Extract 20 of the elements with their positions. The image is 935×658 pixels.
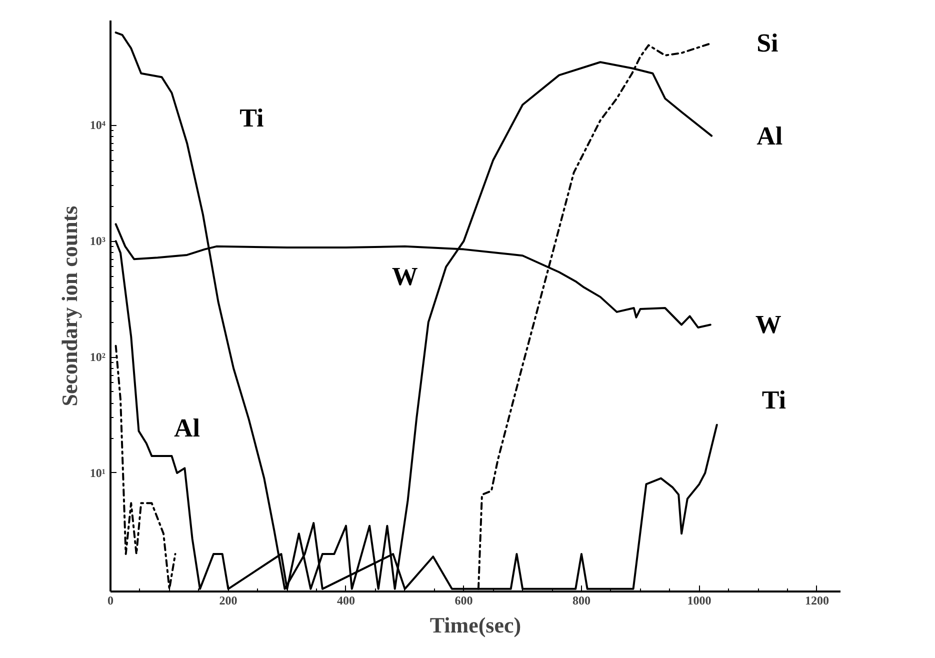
y-tick-label: 10³ (90, 234, 106, 248)
text: Ti (240, 103, 264, 132)
y-tick-label: 10⁴ (90, 118, 106, 132)
x-tick-label: 1000 (687, 594, 712, 608)
x-tick-label: 1200 (804, 594, 829, 608)
x-tick-label: 800 (572, 594, 590, 608)
x-tick-label: 400 (336, 594, 355, 608)
y-tick-label: 10² (90, 350, 106, 364)
x-axis-title: Time(sec) (430, 612, 522, 638)
text: W (755, 310, 782, 340)
y-axis-title: Secondary ion counts (56, 205, 82, 406)
text: Al (756, 121, 783, 150)
x-tick-label: 600 (454, 594, 473, 608)
series-label: W (392, 262, 418, 291)
series-label: Si (756, 28, 778, 58)
series-label: Ti (762, 385, 786, 414)
x-tick-label: 0 (108, 594, 114, 608)
series-label: Al (174, 413, 200, 442)
y-tick-label: 10¹ (90, 466, 106, 480)
x-tick-label: 200 (219, 594, 238, 608)
